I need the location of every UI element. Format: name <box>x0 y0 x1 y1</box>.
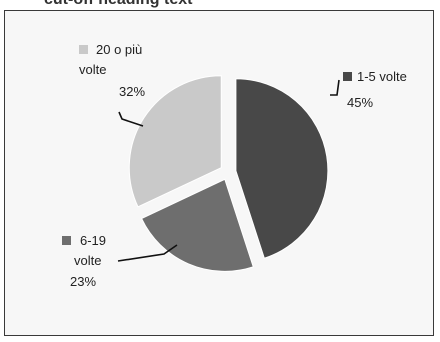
slice-category-label: 1-5 volte <box>357 69 407 84</box>
pie-slice <box>128 75 222 208</box>
leader-lines <box>117 79 340 262</box>
chart-frame <box>4 10 434 336</box>
slice-category-label: 20 o più <box>96 42 142 57</box>
legend-key <box>79 45 88 54</box>
leader-line <box>330 79 340 96</box>
cut-heading: cut-off heading text <box>0 0 440 8</box>
legend-key <box>343 72 352 81</box>
legend-key <box>62 236 71 245</box>
cut-heading-text: cut-off heading text <box>44 0 192 8</box>
pie-slices <box>128 75 329 272</box>
slice-percent-label: 45% <box>347 95 373 110</box>
slice-percent-label: 32% <box>119 84 145 99</box>
slice-percent-label: 23% <box>70 274 96 289</box>
pie-slice <box>140 178 254 272</box>
slice-category-label: 6-19 <box>80 233 106 248</box>
slice-category-label: volte <box>79 62 106 77</box>
slice-category-label: volte <box>74 253 101 268</box>
leader-line <box>118 111 144 127</box>
slice-labels: 1-5 volte 45% 6-19 volte 23% 20 o più volte 32% <box>62 42 407 289</box>
pie-slice <box>235 78 329 259</box>
leader-line <box>117 244 178 262</box>
